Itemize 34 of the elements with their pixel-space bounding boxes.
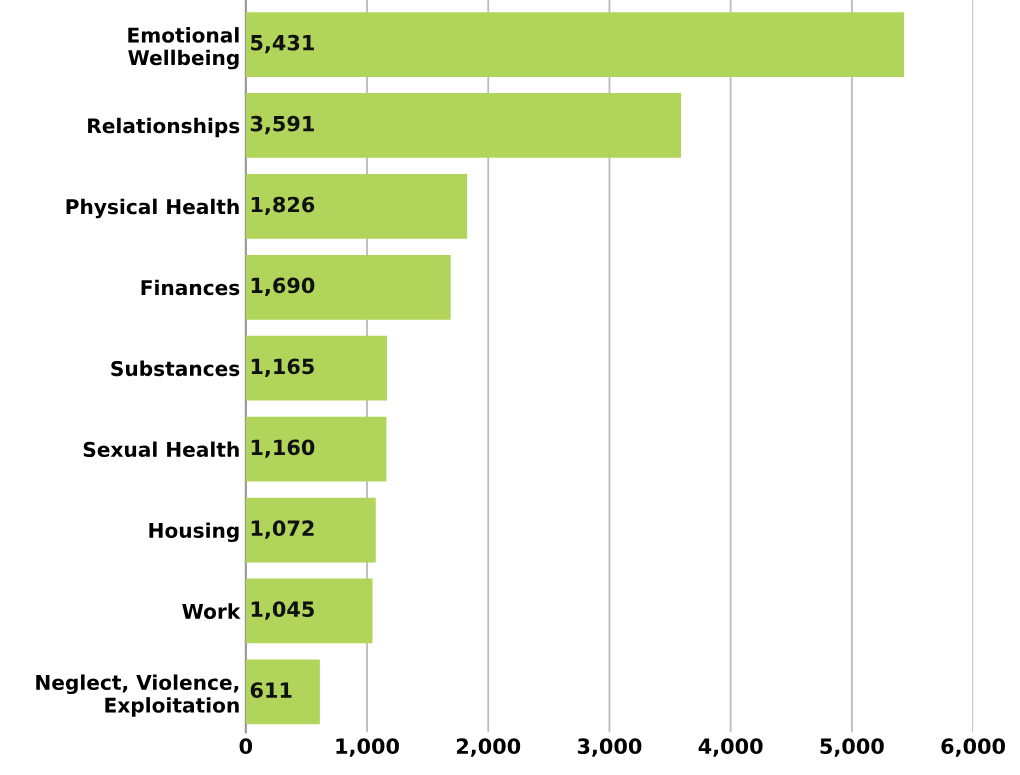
bar xyxy=(245,12,905,77)
x-tick-label: 1,000 xyxy=(336,738,399,757)
y-tick-label: Sexual Health xyxy=(83,441,239,458)
y-tick-label: Substances xyxy=(111,360,240,377)
y-tick-label: Relationships xyxy=(88,117,240,138)
bar xyxy=(245,578,373,644)
x-tick-label: 3,000 xyxy=(577,738,642,757)
data-label: 1,072 xyxy=(251,520,314,539)
bar xyxy=(245,173,468,239)
bar xyxy=(245,659,320,725)
x-tick-label: 6,000 xyxy=(941,738,1006,757)
y-tick-label: Neglect, Violence, Exploitation xyxy=(36,674,239,717)
bar xyxy=(245,497,376,563)
data-label: 1,045 xyxy=(251,601,314,620)
y-tick-label: Housing xyxy=(149,522,239,543)
bar xyxy=(245,93,682,158)
data-label: 1,165 xyxy=(251,358,314,377)
bar xyxy=(245,335,388,401)
bar xyxy=(245,254,451,320)
data-label: 3,591 xyxy=(250,115,314,135)
y-tick-label: Physical Health xyxy=(66,198,239,219)
data-label: 1,826 xyxy=(251,196,315,216)
data-label: 1,690 xyxy=(251,277,315,296)
y-tick-label: Work xyxy=(182,603,241,619)
y-tick-label: Emotional Wellbeing xyxy=(128,27,239,70)
x-tick-label: 4,000 xyxy=(698,738,763,757)
bar xyxy=(245,416,387,482)
data-label: 1,160 xyxy=(251,439,315,458)
x-tick-label: 2,000 xyxy=(456,738,521,757)
data-label: 5,431 xyxy=(251,34,314,54)
data-label: 611 xyxy=(250,682,292,698)
x-tick-label: 0 xyxy=(239,738,253,755)
y-tick-label: Finances xyxy=(141,279,240,296)
x-tick-label: 5,000 xyxy=(820,738,884,757)
